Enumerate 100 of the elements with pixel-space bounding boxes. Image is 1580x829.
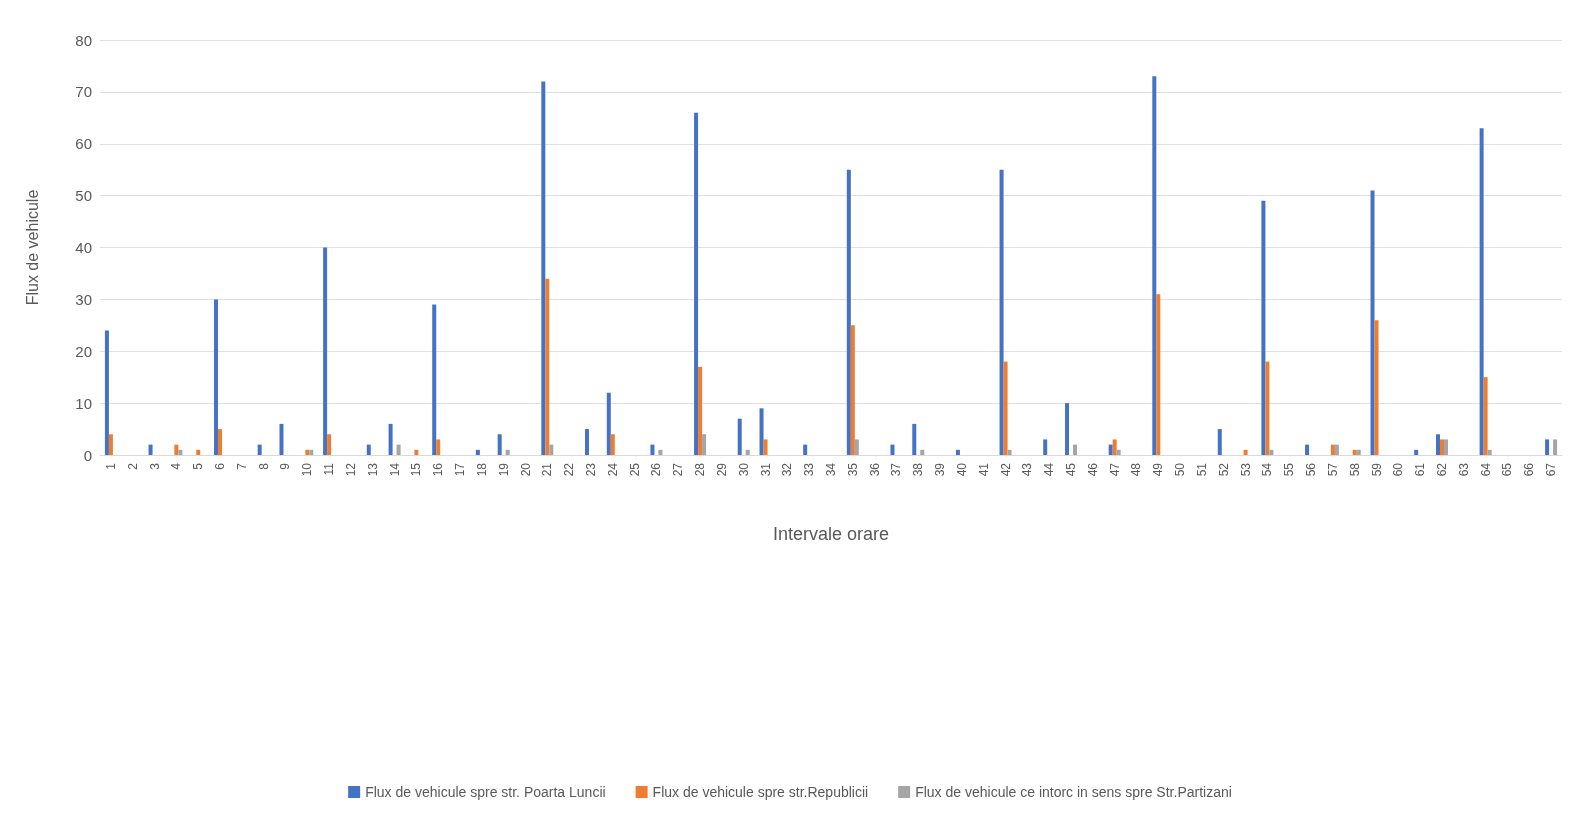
bar — [1356, 449, 1361, 455]
x-tick-label: 1 — [103, 462, 118, 470]
x-tick-label: 58 — [1347, 462, 1362, 477]
legend-label: Flux de vehicule ce intorc in sens spre Str.Partizani — [915, 784, 1232, 800]
bar — [436, 439, 441, 455]
bar — [1553, 439, 1558, 455]
bar — [658, 449, 663, 455]
x-tick-label: 9 — [278, 462, 293, 470]
bar — [549, 444, 554, 455]
bar — [414, 449, 419, 455]
x-tick-label: 62 — [1434, 462, 1449, 477]
x-tick-label: 51 — [1194, 462, 1209, 477]
y-tick-label: 40 — [75, 239, 92, 256]
x-tick-label: 56 — [1304, 462, 1319, 477]
bar — [955, 449, 960, 455]
bar — [545, 278, 550, 455]
x-tick-label: 6 — [213, 462, 228, 470]
x-tick-label: 37 — [889, 462, 904, 477]
bar — [1152, 76, 1157, 455]
bar — [1073, 444, 1078, 455]
bar — [1370, 190, 1375, 455]
x-tick-label: 19 — [496, 462, 511, 477]
bar — [1243, 449, 1248, 455]
x-tick-label: 48 — [1129, 462, 1144, 477]
bar — [1487, 449, 1492, 455]
bar — [694, 112, 699, 455]
bar — [257, 444, 262, 455]
bar — [497, 434, 502, 455]
x-tick-label: 63 — [1456, 462, 1471, 477]
y-tick-label: 30 — [75, 290, 92, 308]
bar — [1414, 449, 1419, 455]
bar — [610, 434, 615, 455]
bar — [1261, 200, 1266, 455]
x-tick-label: 45 — [1064, 462, 1079, 477]
bar — [396, 444, 401, 455]
bar — [1435, 434, 1440, 455]
x-tick-label: 49 — [1151, 462, 1166, 477]
x-tick-label: 65 — [1500, 462, 1515, 477]
bar — [1443, 439, 1448, 455]
bar — [323, 247, 328, 455]
bar — [763, 439, 768, 455]
bar — [803, 444, 808, 455]
x-tick-label: 36 — [867, 462, 882, 477]
x-tick-label: 13 — [365, 462, 380, 477]
bar — [218, 429, 223, 455]
x-tick-label: 11 — [322, 462, 337, 476]
bar — [1112, 439, 1117, 455]
x-tick-label: 21 — [540, 462, 555, 477]
x-tick-label: 41 — [976, 462, 991, 477]
x-tick-label: 3 — [147, 462, 162, 470]
bar — [759, 408, 764, 455]
bar — [475, 449, 480, 455]
x-tick-label: 64 — [1478, 462, 1493, 477]
x-tick-label: 27 — [671, 462, 686, 477]
bar — [702, 434, 707, 455]
x-tick-label: 38 — [911, 462, 926, 477]
bar — [737, 418, 742, 455]
bar — [1003, 361, 1008, 455]
bar — [432, 304, 437, 455]
y-tick-label: 10 — [75, 394, 92, 412]
x-tick-label: 17 — [453, 462, 468, 477]
bar — [1352, 449, 1357, 455]
x-tick-label: 8 — [256, 462, 271, 470]
bar — [1108, 444, 1113, 455]
bar — [214, 299, 219, 455]
x-tick-label: 50 — [1173, 462, 1188, 477]
bar — [327, 434, 332, 455]
bar — [505, 449, 510, 455]
x-tick-label: 31 — [758, 462, 773, 477]
bar — [920, 449, 925, 455]
bar — [1479, 128, 1484, 455]
bar — [650, 444, 655, 455]
bar — [1007, 449, 1012, 455]
x-tick-label: 52 — [1216, 462, 1231, 477]
bar — [606, 392, 611, 455]
x-tick-label: 29 — [714, 462, 729, 477]
x-tick-label: 5 — [191, 462, 206, 470]
legend-label: Flux de vehicule spre str. Poarta Luncii — [365, 784, 606, 800]
bar — [1156, 294, 1161, 455]
x-tick-label: 35 — [845, 462, 860, 477]
bar — [1330, 444, 1335, 455]
y-tick-label: 20 — [75, 342, 92, 360]
bar — [850, 325, 855, 455]
y-tick-label: 80 — [75, 31, 92, 49]
bar — [1065, 403, 1070, 455]
x-tick-label: 66 — [1522, 462, 1537, 477]
x-tick-label: 25 — [627, 462, 642, 477]
bar — [912, 423, 917, 455]
x-tick-label: 30 — [736, 462, 751, 477]
x-tick-label: 59 — [1369, 462, 1384, 477]
bar — [1043, 439, 1048, 455]
y-tick-label: 60 — [75, 135, 92, 153]
x-tick-label: 61 — [1413, 462, 1428, 477]
x-tick-label: 47 — [1107, 462, 1122, 477]
x-tick-label: 18 — [474, 462, 489, 477]
bar — [174, 444, 179, 455]
x-tick-label: 26 — [649, 462, 664, 477]
x-tick-label: 33 — [802, 462, 817, 477]
y-axis-title: Flux de vehicule — [23, 189, 41, 306]
bar — [1116, 449, 1121, 455]
